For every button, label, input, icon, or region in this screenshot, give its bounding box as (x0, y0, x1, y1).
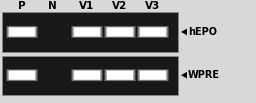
Bar (2, 56, 178, 95)
FancyBboxPatch shape (73, 70, 101, 80)
Text: N: N (48, 1, 56, 11)
FancyBboxPatch shape (71, 26, 103, 38)
FancyBboxPatch shape (7, 26, 37, 37)
Polygon shape (181, 72, 187, 78)
FancyBboxPatch shape (105, 26, 135, 37)
FancyBboxPatch shape (138, 70, 168, 81)
FancyBboxPatch shape (106, 27, 134, 37)
FancyBboxPatch shape (105, 70, 135, 81)
FancyBboxPatch shape (139, 27, 167, 37)
FancyBboxPatch shape (71, 69, 103, 81)
FancyBboxPatch shape (6, 69, 38, 81)
FancyBboxPatch shape (72, 70, 102, 81)
FancyBboxPatch shape (72, 26, 102, 37)
Polygon shape (181, 29, 187, 35)
FancyBboxPatch shape (8, 70, 36, 80)
Bar (2, 12, 178, 52)
FancyBboxPatch shape (74, 71, 100, 80)
Text: hEPO: hEPO (188, 27, 217, 37)
FancyBboxPatch shape (9, 27, 35, 36)
FancyBboxPatch shape (107, 27, 133, 36)
FancyBboxPatch shape (9, 71, 35, 80)
FancyBboxPatch shape (104, 26, 136, 38)
FancyBboxPatch shape (8, 27, 36, 37)
FancyBboxPatch shape (6, 26, 38, 38)
FancyBboxPatch shape (137, 69, 169, 81)
Text: WPRE: WPRE (188, 70, 220, 80)
FancyBboxPatch shape (104, 69, 136, 81)
FancyBboxPatch shape (73, 27, 101, 37)
FancyBboxPatch shape (7, 70, 37, 81)
Text: V1: V1 (79, 1, 95, 11)
FancyBboxPatch shape (106, 70, 134, 80)
FancyBboxPatch shape (139, 70, 167, 80)
FancyBboxPatch shape (140, 71, 166, 80)
Text: V2: V2 (112, 1, 128, 11)
FancyBboxPatch shape (107, 71, 133, 80)
FancyBboxPatch shape (137, 26, 169, 38)
FancyBboxPatch shape (140, 27, 166, 36)
Text: V3: V3 (145, 1, 161, 11)
Text: P: P (18, 1, 26, 11)
FancyBboxPatch shape (138, 26, 168, 37)
FancyBboxPatch shape (74, 27, 100, 36)
